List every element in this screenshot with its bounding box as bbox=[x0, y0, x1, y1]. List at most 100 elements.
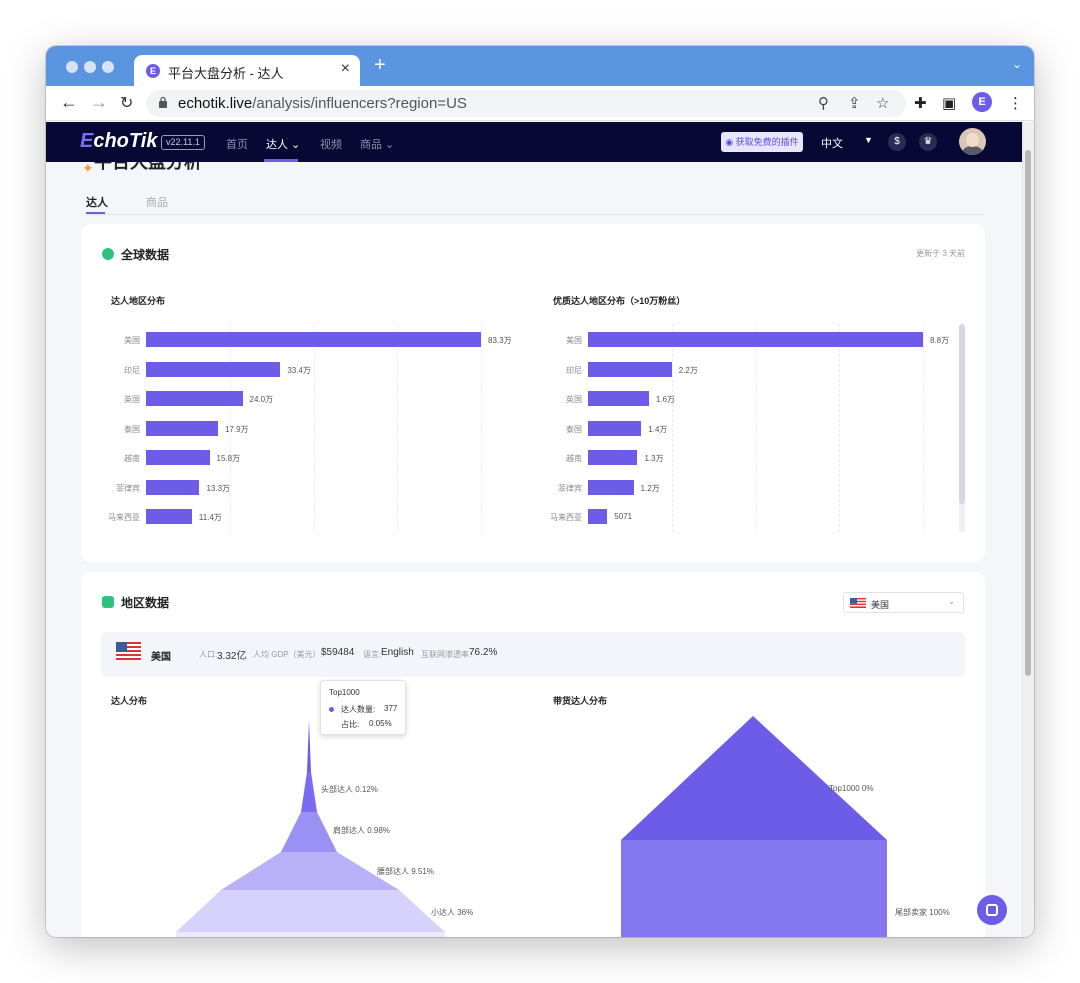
tab-products[interactable]: 商品 bbox=[146, 197, 168, 209]
chart-scrollbar[interactable] bbox=[959, 324, 965, 532]
chart-gridline bbox=[481, 324, 482, 532]
address-bar[interactable]: echotik.live/analysis/influencers?region… bbox=[146, 90, 906, 117]
new-tab-button[interactable]: + bbox=[374, 54, 386, 76]
echotik-favicon-icon: E bbox=[146, 64, 160, 78]
tab-title: 平台大盘分析 - 达人 bbox=[168, 66, 284, 81]
bar-value-label: 1.3万 bbox=[644, 454, 664, 463]
bookmark-star-icon[interactable]: ☆ bbox=[876, 95, 890, 112]
bar-5[interactable] bbox=[146, 450, 210, 465]
nav-products[interactable]: 商品 ⌄ bbox=[360, 139, 395, 151]
funnel-tail[interactable] bbox=[176, 932, 445, 937]
bar-value-label: 83.3万 bbox=[488, 336, 512, 345]
bar-4[interactable] bbox=[146, 420, 218, 436]
bar-value-label: 11.4万 bbox=[198, 513, 222, 522]
population-value: 3.32亿 bbox=[217, 651, 247, 662]
bar-3[interactable] bbox=[588, 391, 649, 406]
tab-search-chevron-icon[interactable]: ⌄ bbox=[1011, 57, 1022, 71]
tooltip-count: 377 bbox=[384, 704, 398, 713]
bar-category-label: 马来西亚 bbox=[108, 513, 140, 522]
funnel-waist[interactable] bbox=[221, 852, 399, 890]
funnel-label-small: 小达人 36% bbox=[431, 908, 474, 917]
language-caret-icon[interactable]: ▼ bbox=[864, 135, 873, 145]
funnel-top1000[interactable] bbox=[307, 720, 311, 772]
zoom-window-button[interactable] bbox=[102, 61, 114, 73]
page-scroll-thumb[interactable] bbox=[1025, 150, 1031, 676]
chat-icon bbox=[986, 904, 998, 916]
country-info-row: 美国 人口: 3.32亿 人均 GDP（美元）: $59484 语言: Engl… bbox=[101, 632, 965, 677]
crown-icon[interactable]: ♛ bbox=[919, 133, 937, 151]
bar-5[interactable] bbox=[588, 450, 638, 465]
funnel-small[interactable] bbox=[176, 890, 445, 932]
funnel-right-tail[interactable] bbox=[621, 840, 887, 937]
chart-gridline bbox=[397, 324, 399, 532]
zoom-icon[interactable]: ⚲ bbox=[818, 95, 829, 112]
bar-2[interactable] bbox=[146, 361, 281, 377]
funnel-right-top1000[interactable] bbox=[621, 716, 887, 840]
bar-value-label: 17.9万 bbox=[224, 424, 249, 434]
app-header: EchoTik v22.11.1 首页 达人 ⌄ 视频 商品 ⌄ ◉ 获取免费的… bbox=[46, 122, 1022, 162]
echotik-logo[interactable]: EchoTik bbox=[80, 130, 158, 152]
funnel-label-right-top: Top1000 0% bbox=[829, 784, 874, 793]
region-distribution-title: 达人地区分布 bbox=[111, 296, 166, 306]
funnel-shoulder[interactable] bbox=[281, 812, 337, 852]
browser-menu-icon[interactable]: ⋮ bbox=[1008, 95, 1023, 112]
bar-value-label: 15.8万 bbox=[216, 454, 241, 463]
forward-arrow-icon[interactable]: → bbox=[90, 92, 108, 112]
seller-distribution-title: 带货达人分布 bbox=[553, 696, 608, 706]
version-badge: v22.11.1 bbox=[161, 135, 205, 150]
close-window-button[interactable] bbox=[66, 61, 78, 73]
language-selector[interactable]: 中文 bbox=[821, 138, 843, 150]
extensions-puzzle-icon[interactable]: ✚ bbox=[914, 95, 927, 112]
reload-icon[interactable]: ↻ bbox=[120, 95, 134, 112]
bar-4[interactable] bbox=[588, 420, 642, 436]
side-panel-icon[interactable]: ▣ bbox=[942, 95, 957, 112]
funnel-label-waist: 腰部达人 9.51% bbox=[377, 867, 434, 876]
main-content: ✦ 平台大盘分析 达人 商品 全球数据 更新于 3 天前 达人地区分布 优质达人… bbox=[46, 162, 1022, 937]
analysis-icon: ✦ bbox=[82, 162, 94, 176]
bar-category-label: 印尼 bbox=[566, 365, 582, 375]
chart-gridline bbox=[671, 324, 673, 532]
bar-value-label: 13.3万 bbox=[206, 483, 231, 493]
global-data-title: 全球数据 bbox=[121, 248, 170, 262]
region-select[interactable]: 美国 ⌄ bbox=[843, 592, 964, 613]
bar-category-label: 印尼 bbox=[124, 365, 140, 375]
bar-3[interactable] bbox=[146, 391, 243, 406]
bar-category-label: 菲律宾 bbox=[116, 483, 140, 493]
share-icon[interactable]: ⇪ bbox=[848, 95, 861, 112]
back-arrow-icon[interactable]: ← bbox=[60, 92, 78, 112]
tooltip-title: Top1000 bbox=[329, 688, 360, 697]
bar-7[interactable] bbox=[588, 509, 608, 524]
bar-7[interactable] bbox=[146, 509, 192, 524]
get-plugin-button[interactable]: ◉ 获取免费的插件 bbox=[721, 132, 803, 152]
us-flag-icon bbox=[850, 598, 866, 608]
user-avatar[interactable] bbox=[959, 128, 986, 155]
currency-icon[interactable]: $ bbox=[888, 133, 906, 151]
tab-divider bbox=[86, 214, 984, 215]
bar-category-label: 越南 bbox=[124, 454, 140, 463]
bar-value-label: 5071 bbox=[614, 512, 633, 521]
bar-category-label: 越南 bbox=[566, 454, 582, 463]
funnel-head[interactable] bbox=[301, 772, 317, 812]
tab-close-icon[interactable]: × bbox=[340, 60, 350, 77]
minimize-window-button[interactable] bbox=[84, 61, 96, 73]
map-icon bbox=[102, 596, 114, 608]
nav-home[interactable]: 首页 bbox=[226, 139, 248, 151]
bar-1[interactable] bbox=[588, 332, 923, 347]
tooltip-count-label: 达人数量: bbox=[341, 705, 376, 714]
tab-influencers[interactable]: 达人 bbox=[86, 197, 108, 209]
bar-6[interactable] bbox=[146, 479, 200, 495]
bar-value-label: 8.8万 bbox=[930, 336, 950, 345]
bar-6[interactable] bbox=[588, 479, 634, 495]
gdp-value: $59484 bbox=[321, 647, 355, 658]
bar-2[interactable] bbox=[588, 361, 672, 377]
nav-videos[interactable]: 视频 bbox=[320, 139, 342, 151]
echotik-extension-icon[interactable]: E bbox=[972, 92, 992, 112]
nav-influencers[interactable]: 达人 ⌄ bbox=[266, 139, 301, 151]
browser-tab[interactable]: E 平台大盘分析 - 达人 × bbox=[134, 55, 360, 86]
funnel-label-right-tail: 尾部卖家 100% bbox=[895, 908, 950, 917]
bar-value-label: 24.0万 bbox=[249, 395, 274, 404]
chevron-down-icon: ⌄ bbox=[948, 597, 955, 606]
bar-1[interactable] bbox=[146, 332, 481, 347]
chat-support-button[interactable] bbox=[977, 895, 1007, 925]
chart-scroll-thumb[interactable] bbox=[959, 324, 965, 504]
